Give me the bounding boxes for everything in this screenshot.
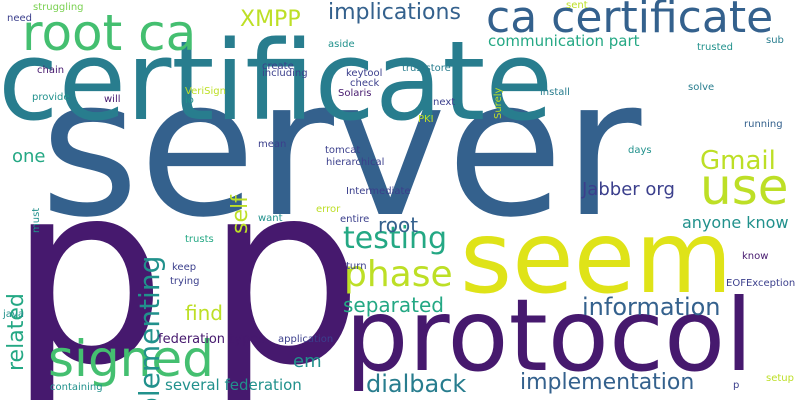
word-tomcat: tomcat — [325, 146, 360, 156]
word-must: must — [32, 208, 42, 233]
word-need: need — [7, 14, 32, 24]
word-gmail: Gmail — [700, 148, 776, 174]
word-implementation: implementation — [520, 372, 694, 394]
word-know: know — [742, 252, 768, 262]
word-dialback: dialback — [366, 372, 466, 396]
word-several-federation: several federation — [165, 378, 302, 393]
word-solve: solve — [688, 83, 714, 93]
word-p-middle: p — [205, 150, 364, 400]
word-communication-part: communication part — [488, 34, 640, 49]
word-trying: trying — [170, 277, 199, 287]
word-turn: turn — [346, 262, 367, 272]
word-intermediate: Intermediate — [346, 187, 411, 197]
word-p-small: p — [733, 381, 739, 391]
word-self: self — [230, 195, 252, 234]
word-sent: sent — [566, 1, 588, 11]
word-install: install — [540, 88, 570, 98]
word-surely: Surely — [494, 88, 504, 119]
word-root: root — [378, 215, 418, 235]
word-federation-types: federation types — [158, 333, 265, 346]
word-truststore: truststore — [402, 64, 451, 74]
word-eofexception: EOFException — [726, 279, 795, 289]
word-find: find — [185, 303, 223, 323]
word-implementing: implementing — [136, 256, 164, 400]
word-mean: mean — [258, 140, 286, 150]
word-including: including — [262, 69, 308, 79]
word-days: days — [628, 146, 652, 156]
word-one: one — [12, 148, 46, 166]
word-will: will — [104, 95, 121, 105]
word-running: running — [744, 120, 783, 130]
word-related: related — [6, 293, 28, 371]
word-provide: provide — [32, 93, 70, 103]
word-jabber-org: Jabber org — [582, 181, 675, 199]
word-em: em — [293, 353, 322, 371]
word-containing: containing — [50, 383, 103, 393]
word-struggling: struggling — [33, 3, 84, 13]
word-entire: entire — [340, 215, 369, 225]
word-chain: chain — [37, 66, 64, 76]
word-xmpp: XMPP — [240, 9, 301, 31]
word-separated: separated — [343, 295, 444, 315]
word-java: java — [3, 310, 24, 320]
word-information: information — [582, 295, 721, 319]
word-io: io — [185, 96, 194, 106]
word-error: error — [316, 205, 340, 215]
word-hierarchical: hierarchical — [326, 158, 384, 168]
word-anyone-know: anyone know — [682, 215, 789, 231]
word-sub: sub — [766, 36, 784, 46]
word-next: next — [433, 98, 455, 108]
word-setup: setup — [766, 374, 794, 384]
word-root-ca: root ca — [22, 8, 196, 58]
word-aside: aside — [328, 40, 355, 50]
word-implications: implications — [328, 2, 461, 24]
word-keep: keep — [172, 263, 196, 273]
word-trusted: trusted — [697, 43, 733, 53]
word-pki: PKI — [418, 115, 434, 125]
word-trusts: trusts — [185, 235, 214, 245]
word-want: want — [258, 214, 283, 224]
word-solaris: Solaris — [338, 89, 371, 99]
word-application: application — [278, 335, 333, 345]
